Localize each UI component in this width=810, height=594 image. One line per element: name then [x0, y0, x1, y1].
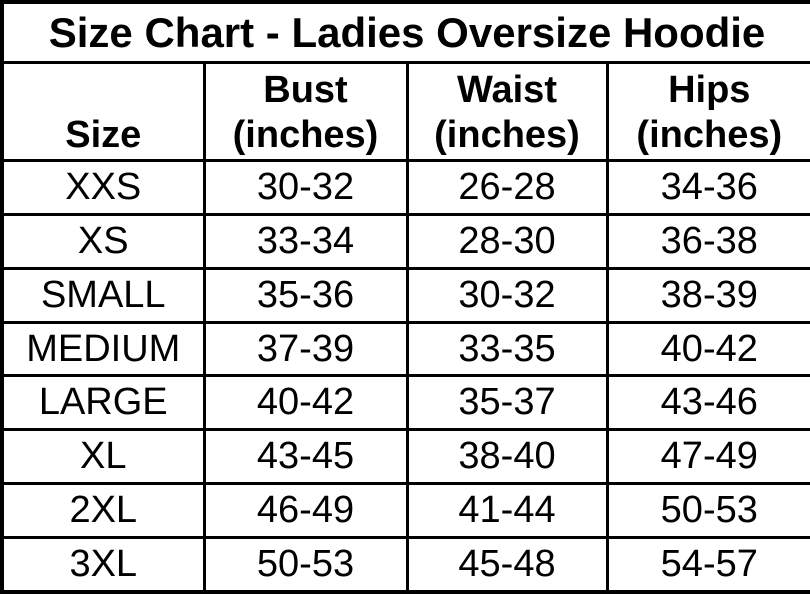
table-row-large: LARGE 40-42 35-37 43-46 — [0, 374, 810, 432]
column-header-waist-line2: (inches) — [434, 114, 580, 157]
column-header-size: Size — [0, 61, 206, 162]
cell-hips: 47-49 — [605, 428, 810, 486]
column-header-hips-line2: (inches) — [636, 114, 783, 157]
title-row: Size Chart - Ladies Oversize Hoodie — [0, 0, 810, 64]
column-header-size-label: Size — [65, 114, 142, 157]
table-row-xxs: XXS 30-32 26-28 34-36 — [0, 159, 810, 216]
cell-bust: 30-32 — [202, 159, 409, 216]
table-row-2xl: 2XL 46-49 41-44 50-53 — [0, 482, 810, 540]
column-header-waist-line1: Waist — [457, 68, 557, 111]
cell-size: SMALL — [0, 266, 206, 324]
cell-bust: 50-53 — [202, 536, 409, 594]
cell-hips: 38-39 — [605, 266, 810, 324]
header-row: Size Bust (inches) Waist (inches) Hips (… — [0, 61, 810, 162]
cell-waist: 26-28 — [405, 159, 609, 216]
cell-size: XL — [0, 428, 206, 486]
column-header-bust-line1: Bust — [263, 68, 348, 111]
cell-size: XXS — [0, 159, 206, 216]
cell-hips: 34-36 — [605, 159, 810, 216]
cell-bust: 46-49 — [202, 482, 409, 540]
table-row-medium: MEDIUM 37-39 33-35 40-42 — [0, 320, 810, 378]
cell-waist: 45-48 — [405, 536, 609, 594]
column-header-hips-line1: Hips — [668, 68, 751, 111]
cell-hips: 43-46 — [605, 374, 810, 432]
cell-hips: 54-57 — [605, 536, 810, 594]
cell-size: LARGE — [0, 374, 206, 432]
cell-size: MEDIUM — [0, 320, 206, 378]
cell-waist: 28-30 — [405, 212, 609, 270]
cell-size: 3XL — [0, 536, 206, 594]
cell-bust: 35-36 — [202, 266, 409, 324]
cell-bust: 43-45 — [202, 428, 409, 486]
cell-hips: 40-42 — [605, 320, 810, 378]
cell-waist: 30-32 — [405, 266, 609, 324]
column-header-bust: Bust (inches) — [202, 61, 409, 162]
cell-size: 2XL — [0, 482, 206, 540]
cell-bust: 37-39 — [202, 320, 409, 378]
table-row-3xl: 3XL 50-53 45-48 54-57 — [0, 536, 810, 594]
chart-title: Size Chart - Ladies Oversize Hoodie — [0, 0, 810, 64]
table-row-xs: XS 33-34 28-30 36-38 — [0, 212, 810, 270]
column-header-bust-line2: (inches) — [232, 114, 379, 157]
cell-size: XS — [0, 212, 206, 270]
cell-waist: 41-44 — [405, 482, 609, 540]
cell-waist: 33-35 — [405, 320, 609, 378]
cell-hips: 50-53 — [605, 482, 810, 540]
column-header-waist: Waist (inches) — [405, 61, 609, 162]
table-row-small: SMALL 35-36 30-32 38-39 — [0, 266, 810, 324]
column-header-hips: Hips (inches) — [605, 61, 810, 162]
cell-bust: 33-34 — [202, 212, 409, 270]
cell-hips: 36-38 — [605, 212, 810, 270]
table-row-xl: XL 43-45 38-40 47-49 — [0, 428, 810, 486]
cell-waist: 35-37 — [405, 374, 609, 432]
cell-bust: 40-42 — [202, 374, 409, 432]
cell-waist: 38-40 — [405, 428, 609, 486]
